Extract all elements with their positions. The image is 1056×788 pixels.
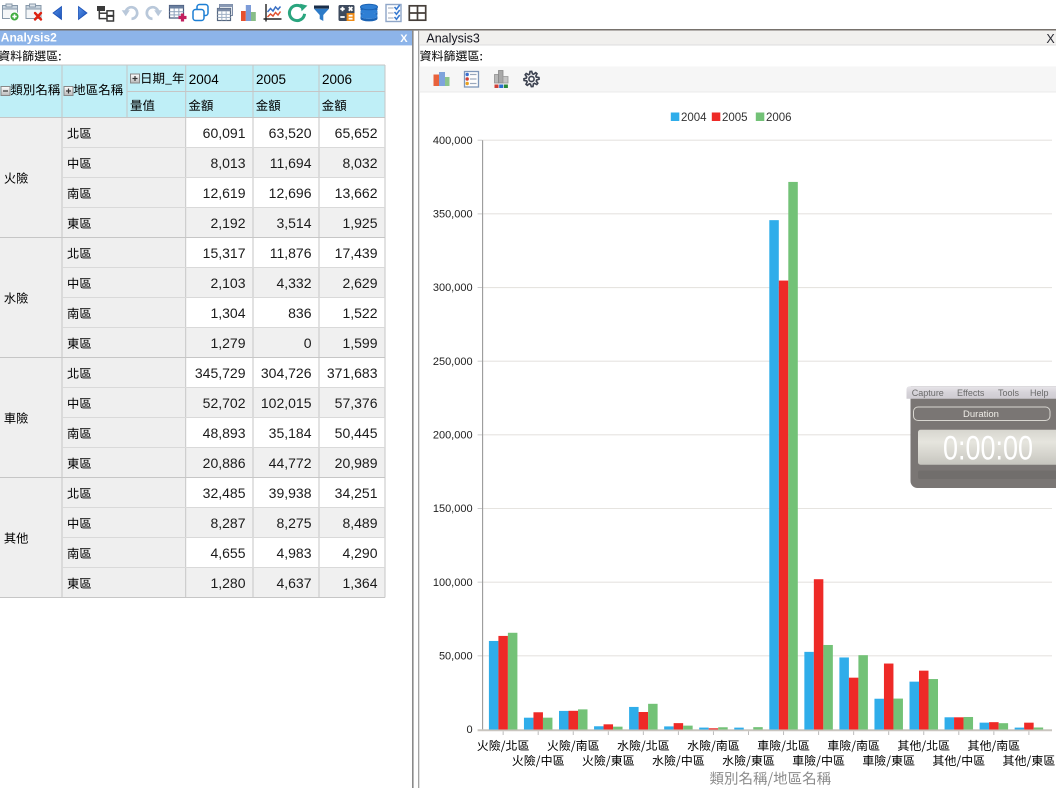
svg-text:250,000: 250,000	[433, 356, 473, 368]
svg-text:65,652: 65,652	[335, 125, 378, 141]
svg-text:345,729: 345,729	[195, 365, 246, 381]
svg-text:20,989: 20,989	[335, 455, 378, 471]
svg-text:39,938: 39,938	[269, 485, 312, 501]
svg-text:304,726: 304,726	[261, 365, 312, 381]
svg-text:102,015: 102,015	[261, 395, 312, 411]
svg-text:300,000: 300,000	[433, 282, 473, 294]
svg-text:15,317: 15,317	[203, 245, 246, 261]
svg-text:57,376: 57,376	[335, 395, 378, 411]
svg-text:17,439: 17,439	[335, 245, 378, 261]
svg-text:371,683: 371,683	[327, 365, 378, 381]
svg-text:8,013: 8,013	[210, 155, 245, 171]
svg-text:2,629: 2,629	[342, 275, 377, 291]
svg-text:2005: 2005	[722, 112, 748, 124]
svg-text:1,304: 1,304	[210, 305, 245, 321]
svg-text:8,275: 8,275	[276, 515, 311, 531]
svg-text:1,280: 1,280	[210, 575, 245, 591]
svg-text:0: 0	[466, 724, 472, 736]
svg-text:63,520: 63,520	[269, 125, 312, 141]
svg-text:Effects: Effects	[957, 388, 985, 398]
svg-text:200,000: 200,000	[433, 429, 473, 441]
svg-text:4,983: 4,983	[276, 545, 311, 561]
svg-text:1,522: 1,522	[342, 305, 377, 321]
svg-text:4,637: 4,637	[276, 575, 311, 591]
svg-text:48,893: 48,893	[203, 425, 246, 441]
svg-text:2,103: 2,103	[210, 275, 245, 291]
svg-text:20,886: 20,886	[203, 455, 246, 471]
svg-text:34,251: 34,251	[335, 485, 378, 501]
svg-text:836: 836	[288, 305, 312, 321]
svg-text:11,876: 11,876	[270, 245, 312, 261]
svg-text:0:00:00: 0:00:00	[943, 429, 1033, 467]
svg-text:8,489: 8,489	[342, 515, 377, 531]
svg-text:2006: 2006	[766, 112, 792, 124]
svg-text:1,925: 1,925	[342, 215, 377, 231]
svg-text:Tools: Tools	[998, 388, 1020, 398]
svg-text:50,000: 50,000	[439, 650, 473, 662]
svg-text:11,694: 11,694	[270, 155, 312, 171]
svg-text:4,655: 4,655	[210, 545, 245, 561]
svg-text:8,032: 8,032	[342, 155, 377, 171]
svg-text:13,662: 13,662	[335, 185, 378, 201]
svg-text:35,184: 35,184	[269, 425, 312, 441]
svg-text:400,000: 400,000	[433, 135, 473, 147]
svg-text:100,000: 100,000	[433, 577, 473, 589]
svg-text:2004: 2004	[189, 72, 220, 87]
svg-text:Capture: Capture	[912, 388, 944, 398]
svg-text:Analysis3: Analysis3	[426, 32, 480, 46]
svg-text:8,287: 8,287	[210, 515, 245, 531]
svg-text:Duration: Duration	[963, 409, 999, 420]
svg-text:60,091: 60,091	[203, 125, 246, 141]
svg-text:12,619: 12,619	[203, 185, 246, 201]
svg-text:52,702: 52,702	[203, 395, 246, 411]
svg-text:1,279: 1,279	[210, 335, 245, 351]
svg-text:3,514: 3,514	[276, 215, 311, 231]
svg-text:0: 0	[304, 335, 312, 351]
svg-text:150,000: 150,000	[433, 503, 473, 515]
svg-text:32,485: 32,485	[203, 485, 246, 501]
svg-text:4,332: 4,332	[276, 275, 311, 291]
svg-text:50,445: 50,445	[335, 425, 378, 441]
svg-text:X: X	[1046, 32, 1055, 46]
svg-text:350,000: 350,000	[433, 209, 473, 221]
svg-text:2004: 2004	[681, 112, 707, 124]
svg-text:Analysis2: Analysis2	[1, 31, 57, 45]
svg-text:Help: Help	[1030, 388, 1049, 398]
svg-text:12,696: 12,696	[269, 185, 312, 201]
svg-text:X: X	[400, 33, 408, 45]
svg-text:44,772: 44,772	[269, 455, 312, 471]
svg-text:2006: 2006	[322, 72, 352, 87]
svg-text:1,599: 1,599	[342, 335, 377, 351]
svg-text:2,192: 2,192	[210, 215, 245, 231]
svg-text:2005: 2005	[256, 72, 286, 87]
svg-text:4,290: 4,290	[342, 545, 377, 561]
svg-text:1,364: 1,364	[342, 575, 377, 591]
